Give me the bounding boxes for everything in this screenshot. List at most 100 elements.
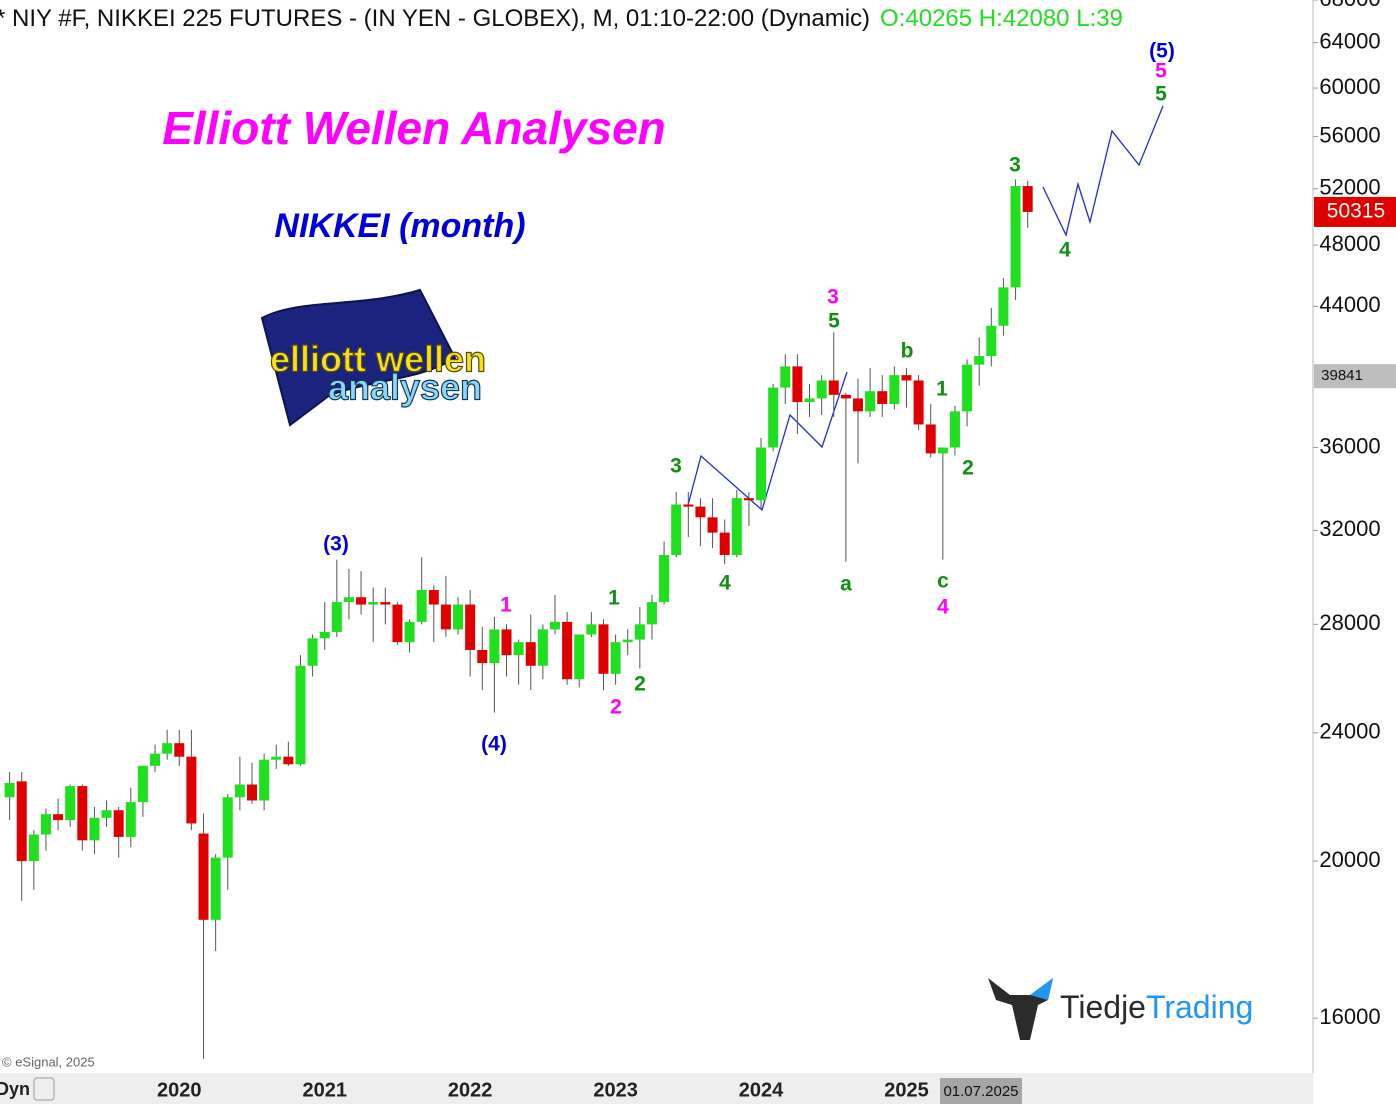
candle-body	[259, 759, 270, 801]
candle-body	[937, 447, 948, 454]
brand-icon-accent	[1030, 978, 1053, 1000]
candle-body	[853, 398, 863, 412]
wave-label: 1	[608, 587, 620, 610]
crosshair-price: 39841	[1321, 367, 1363, 384]
candle-body	[477, 649, 488, 664]
wave-label: 2	[634, 673, 646, 696]
wave-label: 4	[1059, 239, 1071, 262]
last-price: 50315	[1327, 199, 1385, 222]
wave-label: 1	[500, 594, 512, 617]
candle-body	[440, 604, 451, 630]
y-tick-label: 28000	[1319, 610, 1380, 635]
wave-label: (5)	[1149, 40, 1175, 63]
candle-body	[816, 380, 827, 399]
candle-body	[53, 814, 64, 821]
y-tick-label: 68000	[1319, 0, 1380, 11]
candle-body	[416, 590, 427, 622]
candle-body	[489, 629, 500, 664]
candle-body	[404, 621, 415, 643]
candle-body	[986, 325, 997, 357]
candle-body	[392, 604, 403, 643]
wave-label: 3	[670, 455, 682, 478]
logo-line1: elliott wellen	[270, 339, 486, 380]
candle-body	[707, 517, 718, 533]
wave-label: 5	[828, 310, 840, 333]
x-tick-label: 2023	[593, 1079, 638, 1101]
crosshair-date-box	[940, 1078, 1022, 1104]
candle-body	[453, 604, 464, 630]
candle-body	[756, 447, 767, 501]
candle-body	[380, 602, 391, 605]
candle-body	[683, 504, 694, 507]
wave-label: 5	[1155, 60, 1167, 83]
candle-body	[768, 387, 779, 448]
candle-body	[343, 597, 354, 603]
x-tick-label: 2025	[884, 1079, 929, 1101]
candle-body	[368, 602, 379, 605]
candle-body	[671, 504, 682, 556]
candle-body	[356, 597, 367, 605]
candle-body	[998, 287, 1009, 326]
candle-body	[731, 498, 742, 556]
candle-body	[574, 634, 585, 680]
x-tick-label: 2024	[739, 1079, 784, 1101]
candle-body	[792, 366, 803, 403]
logo-line2: analysen	[328, 367, 482, 408]
candle-body	[222, 797, 233, 858]
title: Elliott Wellen Analysen	[162, 102, 666, 154]
x-tick-label: 2022	[448, 1079, 493, 1101]
overlay: * NIY #F, NIKKEI 225 FUTURES - (IN YEN -…	[0, 5, 1253, 1069]
candle-body	[234, 784, 245, 798]
candle-body	[743, 498, 754, 501]
candle-body	[634, 624, 645, 640]
candle-body	[174, 743, 185, 757]
candle-body	[428, 590, 439, 605]
candle-body	[962, 364, 973, 412]
logo: elliott wellen analysen	[260, 288, 487, 427]
x-tick-label: 2020	[157, 1079, 202, 1101]
candle-body	[162, 743, 173, 754]
candle-body	[271, 756, 282, 760]
header-title: * NIY #F, NIKKEI 225 FUTURES - (IN YEN -…	[0, 5, 870, 32]
candle-body	[550, 621, 560, 630]
lock-icon	[33, 1077, 55, 1101]
candle-body	[307, 638, 318, 666]
y-tick-label: 32000	[1319, 516, 1380, 541]
candle-body	[247, 784, 257, 801]
wave-label: 4	[937, 596, 949, 619]
candle-body	[40, 814, 51, 835]
y-tick-label: 24000	[1319, 719, 1380, 744]
y-tick-label: 56000	[1319, 122, 1380, 147]
candle-body	[865, 391, 876, 412]
candle-body	[331, 602, 342, 632]
x-tick-label: 2021	[302, 1079, 347, 1101]
y-tick-label: 48000	[1319, 231, 1380, 256]
y-tick-label: 36000	[1319, 433, 1380, 458]
candle-body	[89, 817, 100, 841]
wave-label: 3	[1009, 154, 1021, 177]
brand: TiedjeTrading	[1060, 989, 1253, 1025]
y-tick-label: 64000	[1319, 28, 1380, 53]
candle-body	[840, 394, 851, 399]
candle-body	[283, 756, 294, 765]
candle-body	[77, 786, 88, 841]
y-tick-label: 20000	[1319, 847, 1380, 872]
candle-body	[598, 624, 609, 674]
copyright: © eSignal, 2025	[2, 1054, 95, 1069]
brand-logo: TiedjeTrading	[988, 978, 1253, 1040]
candle-body	[101, 810, 112, 818]
last-price-box	[1314, 196, 1396, 227]
candle-body	[659, 555, 670, 603]
candle-body	[65, 786, 76, 821]
y-axis-panel	[1313, 0, 1396, 1104]
wave-label: b	[901, 340, 914, 363]
candle-body	[137, 765, 148, 803]
header: * NIY #F, NIKKEI 225 FUTURES - (IN YEN -…	[0, 5, 1123, 32]
crosshair-price-box	[1314, 364, 1396, 389]
candle-body	[925, 424, 936, 454]
candle-body	[186, 756, 197, 824]
crosshair-date: 01.07.2025	[943, 1083, 1018, 1100]
wave-label: 5	[1155, 83, 1167, 106]
